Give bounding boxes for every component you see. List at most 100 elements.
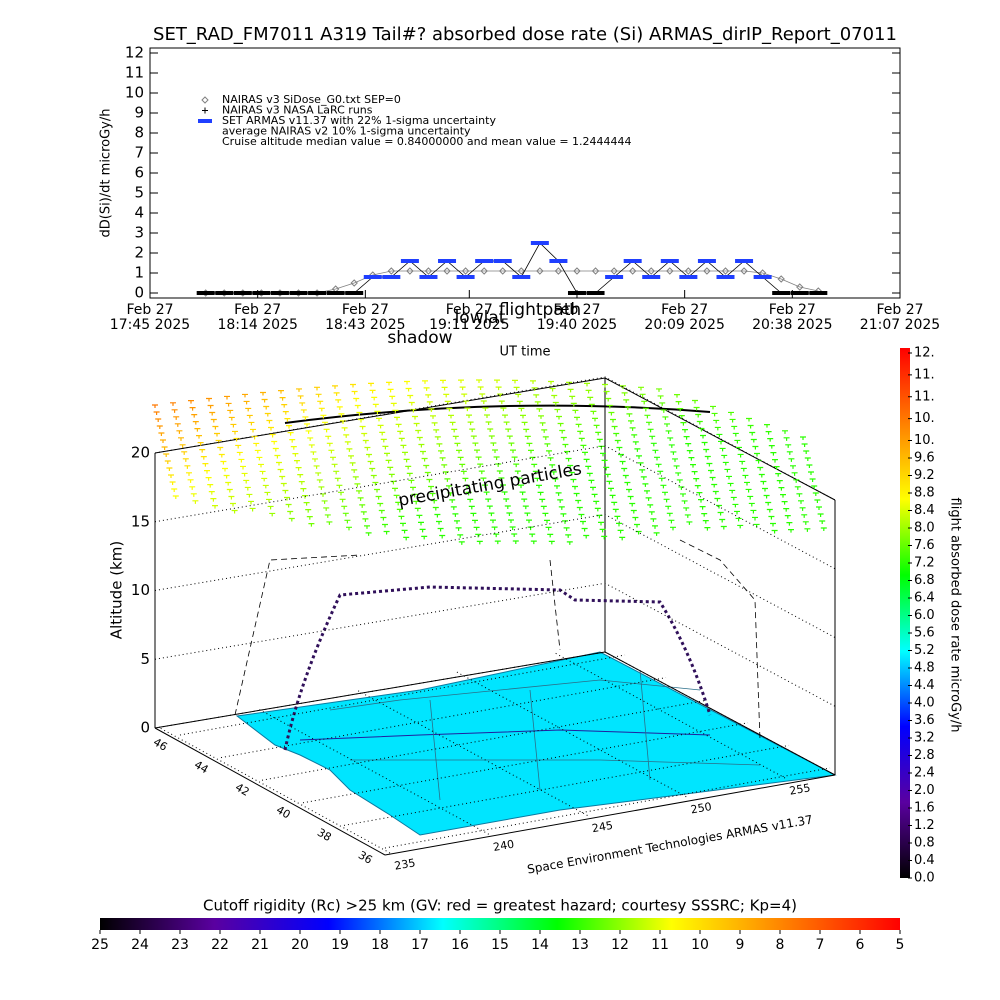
particle xyxy=(480,477,487,482)
particle xyxy=(238,458,245,463)
particle xyxy=(379,431,386,436)
particle xyxy=(208,491,215,495)
particle xyxy=(550,471,557,475)
marker xyxy=(289,291,308,295)
z-tick-label: 20 xyxy=(131,444,150,462)
particle xyxy=(251,435,258,440)
y-tick-label: 40 xyxy=(274,803,293,821)
particle xyxy=(627,495,634,500)
particle xyxy=(653,532,660,536)
marker xyxy=(475,259,494,263)
particle xyxy=(385,459,392,464)
particle xyxy=(494,540,501,545)
particle xyxy=(342,512,349,517)
particle xyxy=(788,529,794,533)
particle xyxy=(441,386,448,391)
particle xyxy=(402,451,408,456)
particle xyxy=(495,463,502,467)
particle xyxy=(307,437,314,441)
particle xyxy=(364,446,371,451)
x-tick-label: Feb 27 17:45 2025 xyxy=(109,302,191,333)
particle xyxy=(191,414,198,418)
particle xyxy=(462,477,469,482)
particle xyxy=(730,496,737,501)
particle xyxy=(493,533,500,538)
particle xyxy=(335,399,342,403)
particle xyxy=(514,470,521,475)
colorbar-tick-label: 11. xyxy=(914,367,935,382)
particle xyxy=(389,395,396,400)
particle xyxy=(246,414,253,419)
particle xyxy=(189,486,196,490)
particle xyxy=(222,467,228,472)
particle xyxy=(446,407,453,412)
particle xyxy=(680,422,687,426)
particle xyxy=(575,499,582,504)
particle xyxy=(395,501,402,506)
particle xyxy=(626,488,632,493)
particle xyxy=(457,534,464,538)
colorbar-title: Cutoff rigidity (Rc) >25 km (GV: red = g… xyxy=(203,897,797,915)
particle xyxy=(496,470,503,474)
particle xyxy=(782,430,788,434)
particle xyxy=(406,472,413,477)
particle xyxy=(339,498,346,503)
particle xyxy=(557,499,564,503)
colorbar-tick-label: 0.0 xyxy=(914,871,935,886)
marker xyxy=(406,267,414,275)
particle xyxy=(393,494,400,499)
colorbar-tick-label: 21 xyxy=(251,937,269,953)
particle xyxy=(616,522,622,527)
particle xyxy=(693,478,700,482)
legend-marker xyxy=(198,119,212,123)
particle xyxy=(297,395,304,399)
particle xyxy=(473,526,480,531)
particle xyxy=(677,408,684,412)
particle xyxy=(765,501,772,506)
particle xyxy=(466,414,472,419)
y-axis-label: dD(Si)/dt microGy/h xyxy=(99,109,114,238)
particle xyxy=(809,478,816,482)
particle xyxy=(647,504,654,508)
marker xyxy=(573,267,581,275)
particle xyxy=(194,428,201,432)
particle xyxy=(505,428,512,433)
colorbar-tick-label: 7.6 xyxy=(914,538,935,553)
particle xyxy=(451,428,458,433)
particle xyxy=(168,474,174,478)
particle xyxy=(419,528,426,533)
particle xyxy=(526,442,533,447)
marker xyxy=(233,291,252,295)
colorbar-tick-label: 8.8 xyxy=(914,486,935,501)
particle xyxy=(598,521,604,526)
particle xyxy=(163,453,170,457)
particle xyxy=(570,402,577,407)
particle xyxy=(696,420,703,425)
particle xyxy=(442,471,449,475)
particle xyxy=(716,504,722,509)
particle xyxy=(508,519,514,523)
particle xyxy=(317,400,324,405)
particle xyxy=(767,438,774,442)
particle xyxy=(468,505,475,510)
particle xyxy=(544,519,550,524)
particle xyxy=(298,481,305,485)
particle xyxy=(704,455,711,460)
particle xyxy=(454,520,460,524)
particle xyxy=(722,461,729,466)
particle xyxy=(166,467,173,471)
particle xyxy=(405,465,412,470)
y-tick-label: 8 xyxy=(134,124,144,142)
marker xyxy=(796,283,804,291)
particle xyxy=(518,407,525,412)
particle xyxy=(370,474,377,479)
marker xyxy=(605,275,624,279)
particle xyxy=(404,380,410,385)
particle xyxy=(619,536,626,541)
legend-marker xyxy=(202,107,208,114)
particle xyxy=(269,433,276,438)
particle xyxy=(673,465,680,469)
particle xyxy=(801,514,808,518)
particle xyxy=(398,437,405,442)
particle xyxy=(614,439,621,444)
